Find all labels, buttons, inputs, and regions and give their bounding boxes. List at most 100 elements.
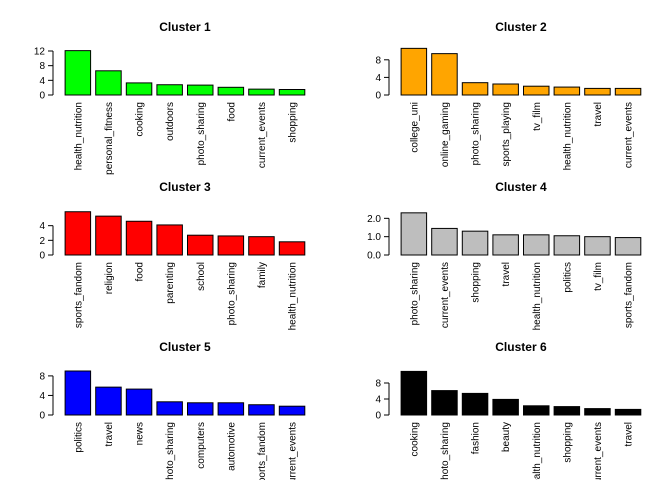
- bar-personal_fitness: [95, 70, 122, 96]
- bar-beauty: [492, 398, 519, 416]
- bar-photo_sharing: [217, 235, 245, 256]
- y-tick-label: 0.0: [367, 251, 381, 262]
- chart-title: Cluster 4: [495, 180, 547, 194]
- y-tick-label: 4: [39, 221, 45, 232]
- y-tick-label: 2: [39, 236, 45, 247]
- x-tick-label: travel: [593, 102, 604, 126]
- bar-food: [125, 220, 153, 256]
- x-tick-label: travel: [624, 422, 635, 446]
- bar-politics: [553, 235, 581, 256]
- bar-photo_sharing: [431, 390, 458, 416]
- x-tick-label: sports_playing: [501, 102, 512, 166]
- bar-news: [125, 388, 153, 416]
- x-tick-label: current_events: [440, 262, 451, 328]
- y-tick-label: 4: [375, 73, 381, 84]
- x-tick-label: health_nutrition: [532, 262, 543, 330]
- x-tick-label: sports_fandom: [257, 422, 268, 480]
- bar-photo_sharing: [461, 82, 489, 96]
- x-tick-label: shopping: [562, 422, 573, 463]
- x-tick-label: politics: [73, 422, 84, 453]
- bar-travel: [614, 408, 642, 416]
- chart-title: Cluster 1: [159, 20, 211, 34]
- y-tick-label: 8: [375, 379, 381, 390]
- x-tick-label: school: [196, 262, 207, 291]
- x-tick-label: photo_sharing: [471, 102, 482, 165]
- chart-title: Cluster 6: [495, 340, 547, 354]
- bar-family: [248, 236, 275, 256]
- bar-tv_film: [523, 85, 550, 96]
- chart-panel-2: Cluster 2 0 4 8 college_uni online_gaming phot…: [375, 20, 642, 170]
- bar-current_events: [248, 88, 275, 96]
- x-tick-label: shopping: [471, 262, 482, 303]
- chart-title: Cluster 5: [159, 340, 211, 354]
- bar-automotive: [217, 402, 245, 416]
- bar-fashion: [461, 392, 489, 416]
- chart-title: Cluster 3: [159, 180, 211, 194]
- x-tick-label: religion: [104, 262, 115, 294]
- y-tick-label: 4: [39, 391, 45, 402]
- chart-title: Cluster 2: [495, 20, 547, 34]
- x-tick-label: travel: [104, 422, 115, 446]
- bar-current_events: [278, 405, 306, 416]
- y-tick-label: 8: [39, 371, 45, 382]
- x-tick-label: photo_sharing: [226, 262, 237, 325]
- x-tick-label: fashion: [471, 422, 482, 454]
- x-tick-label: beauty: [501, 422, 512, 452]
- bar-sports_fandom: [248, 404, 275, 416]
- x-tick-label: automotive: [226, 422, 237, 471]
- x-tick-label: family: [257, 262, 268, 288]
- x-tick-label: photo_sharing: [165, 422, 176, 480]
- bar-sports_playing: [492, 83, 519, 96]
- bar-health_nutrition: [64, 50, 92, 96]
- y-tick-label: 0: [39, 411, 45, 422]
- y-tick-label: 4: [375, 395, 381, 406]
- y-tick-label: 8: [39, 61, 45, 72]
- bar-health_nutrition: [523, 234, 550, 256]
- y-tick-label: 0: [375, 91, 381, 102]
- bar-parenting: [156, 224, 183, 256]
- x-tick-label: current_events: [288, 422, 299, 480]
- x-tick-label: travel: [501, 262, 512, 286]
- x-tick-label: health_nutrition: [288, 262, 299, 330]
- bar-shopping: [553, 406, 581, 416]
- x-tick-label: college_uni: [409, 102, 420, 153]
- bar-tv_film: [584, 236, 611, 256]
- bar-sports_fandom: [614, 237, 642, 256]
- chart-panel-4: Cluster 4 0.0 1.0 2.0 photo_sharing current_e…: [367, 180, 642, 330]
- x-tick-label: photo_sharing: [440, 422, 451, 480]
- y-tick-label: 0: [39, 251, 45, 262]
- x-tick-label: sports_fandom: [624, 262, 635, 328]
- y-tick-label: 12: [34, 47, 46, 58]
- x-tick-label: health_nutrition: [73, 102, 84, 170]
- x-tick-label: outdoors: [165, 102, 176, 141]
- x-tick-label: shopping: [288, 102, 299, 143]
- x-tick-label: online_gaming: [440, 102, 451, 167]
- bar-shopping: [278, 89, 306, 96]
- x-tick-label: photo_sharing: [196, 102, 207, 165]
- x-tick-label: news: [135, 422, 146, 445]
- x-tick-label: sports_fandom: [73, 262, 84, 328]
- bar-travel: [95, 386, 122, 416]
- bar-cooking: [125, 82, 153, 96]
- y-tick-label: 2.0: [367, 214, 381, 225]
- bar-school: [187, 234, 214, 256]
- bar-college_uni: [400, 47, 428, 96]
- bar-shopping: [461, 230, 489, 256]
- x-tick-label: tv_film: [593, 262, 604, 291]
- x-tick-label: cooking: [135, 102, 146, 136]
- bar-travel: [584, 87, 611, 96]
- x-tick-label: parenting: [165, 262, 176, 304]
- bar-computers: [187, 402, 214, 416]
- x-tick-label: current_events: [624, 102, 635, 168]
- x-tick-label: food: [135, 262, 146, 281]
- bar-photo_sharing: [400, 212, 428, 256]
- bar-health_nutrition: [523, 405, 550, 416]
- bar-sports_fandom: [64, 211, 92, 256]
- bar-religion: [95, 215, 122, 256]
- y-tick-label: 8: [375, 55, 381, 66]
- x-tick-label: photo_sharing: [409, 262, 420, 325]
- bar-health_nutrition: [553, 86, 581, 96]
- x-tick-label: cooking: [409, 422, 420, 456]
- bar-travel: [492, 234, 519, 256]
